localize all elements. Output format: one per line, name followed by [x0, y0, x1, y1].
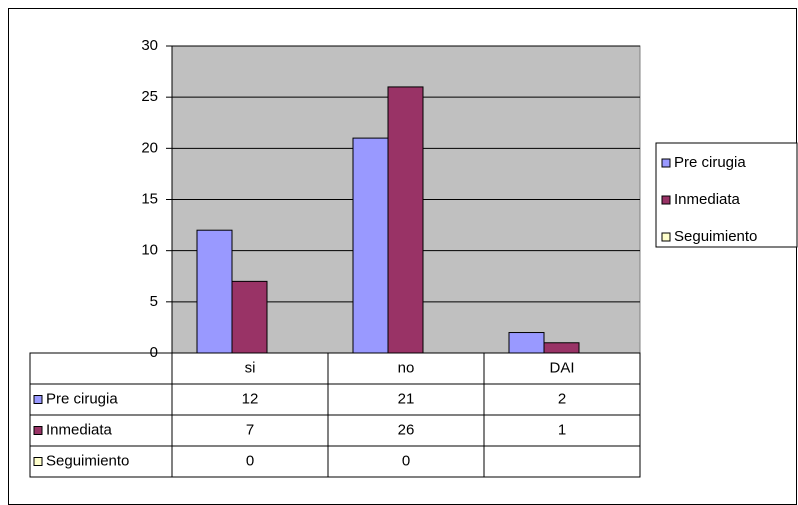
bar	[196, 229, 233, 354]
y-tick-label: 25	[141, 88, 158, 105]
x-tick-label: no	[398, 359, 415, 376]
legend-key	[661, 195, 671, 205]
bar	[352, 137, 389, 354]
legend-key	[661, 158, 671, 168]
y-tick-label: 10	[141, 242, 158, 259]
legend-box	[655, 142, 798, 248]
x-tick-label: si	[245, 359, 256, 376]
table-key	[33, 395, 43, 404]
table-value: 2	[558, 390, 566, 407]
table-series-name: Inmediata	[46, 421, 113, 438]
table-value: 0	[246, 452, 254, 469]
bar	[508, 332, 545, 354]
table-value: 0	[402, 452, 410, 469]
x-tick-label: DAI	[549, 359, 574, 376]
y-tick-label: 5	[150, 293, 158, 310]
table-key	[33, 457, 43, 466]
legend-label: Pre cirugia	[674, 154, 746, 171]
bar	[387, 86, 424, 354]
legend-label: Inmediata	[674, 191, 741, 208]
table-value: 12	[242, 390, 259, 407]
legend-label: Seguimiento	[674, 228, 757, 245]
y-tick-label: 30	[141, 37, 158, 54]
y-tick-label: 0	[150, 344, 158, 361]
table-series-name: Seguimiento	[46, 452, 129, 469]
table-value: 7	[246, 421, 254, 438]
table-value: 21	[398, 390, 415, 407]
legend-key	[661, 232, 671, 242]
y-tick-label: 15	[141, 190, 158, 207]
table-series-name: Pre cirugia	[46, 390, 118, 407]
y-tick-label: 20	[141, 139, 158, 156]
table-value: 1	[558, 421, 566, 438]
table-value: 26	[398, 421, 415, 438]
bar	[231, 280, 268, 354]
table-key	[33, 426, 43, 435]
bar	[543, 342, 580, 354]
